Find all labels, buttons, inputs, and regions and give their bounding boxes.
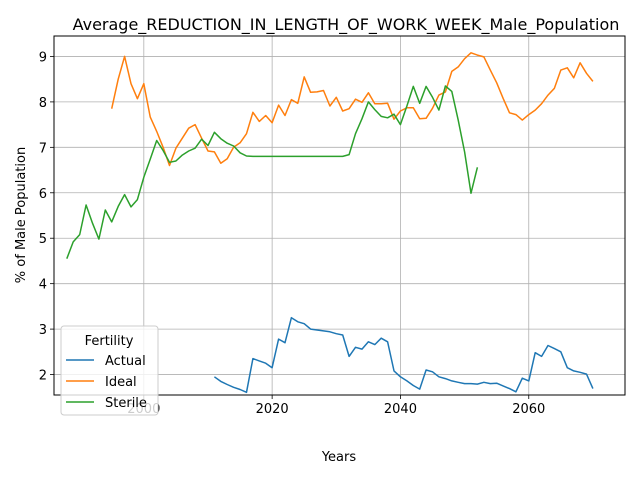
y-tick-label: 2 — [39, 369, 47, 384]
legend-label-ideal: Ideal — [105, 375, 137, 390]
plot-area-frame — [53, 35, 626, 396]
series-line-sterile — [66, 85, 479, 259]
series-line-ideal — [110, 52, 594, 167]
x-tick-label: 2040 — [384, 402, 417, 417]
y-tick-label: 7 — [39, 141, 47, 156]
x-tick-label: 2020 — [256, 402, 289, 417]
legend-box — [60, 325, 159, 416]
legend-title: Fertility — [85, 334, 134, 349]
legend-label-actual: Actual — [105, 354, 146, 369]
chart-title: Average_REDUCTION_IN_LENGTH_OF_WORK_WEEK… — [73, 15, 620, 35]
legend-items: Actual Ideal Sterile — [66, 354, 147, 411]
y-tick-label: 3 — [39, 323, 47, 338]
y-tick-label: 8 — [39, 96, 47, 111]
y-tick-label: 6 — [39, 187, 47, 202]
y-tick-label: 4 — [39, 278, 47, 293]
y-axis-label: % of Male Population — [14, 147, 29, 283]
y-axis-ticks: 2 3 4 5 6 7 8 9 — [39, 50, 54, 384]
y-tick-label: 9 — [39, 50, 47, 65]
x-axis-ticks: 2000202020402060 — [127, 395, 545, 417]
legend-label-sterile: Sterile — [105, 396, 147, 411]
x-axis-label: Years — [321, 450, 357, 465]
series-line-actual — [213, 316, 594, 394]
legend: Fertility Actual Ideal Sterile — [60, 325, 159, 416]
series-lines — [66, 52, 594, 394]
y-tick-label: 5 — [39, 232, 47, 247]
x-tick-label: 2060 — [512, 402, 545, 417]
